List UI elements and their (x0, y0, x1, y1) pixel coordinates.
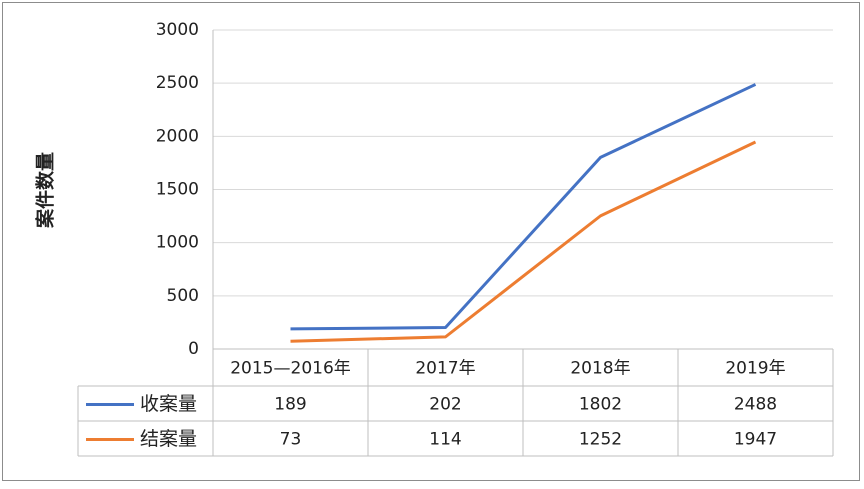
y-tick-label: 3000 (156, 20, 199, 40)
y-tick-label: 0 (188, 339, 199, 359)
table-value: 189 (274, 395, 306, 415)
legend-label: 结案量 (140, 428, 197, 450)
chart-border (2, 2, 860, 481)
x-tick-label: 2015—2016年 (230, 359, 351, 379)
table-value: 1947 (734, 430, 777, 450)
x-tick-label: 2018年 (570, 359, 630, 379)
table-value: 1252 (579, 430, 622, 450)
x-tick-label: 2017年 (415, 359, 475, 379)
y-tick-label: 2500 (156, 73, 199, 93)
table-value: 202 (429, 395, 461, 415)
series-line (290, 140, 757, 343)
x-tick-label: 2019年 (725, 359, 785, 379)
series-line (290, 83, 757, 331)
table-value: 1802 (579, 395, 622, 415)
y-axis-label: 案件数量 (34, 152, 57, 229)
table-value: 73 (280, 430, 302, 450)
table-value: 114 (429, 430, 461, 450)
y-tick-label: 500 (167, 286, 199, 306)
y-tick-label: 1500 (156, 180, 199, 200)
table-value: 2488 (734, 395, 777, 415)
y-tick-label: 2000 (156, 126, 199, 146)
y-tick-label: 1000 (156, 233, 199, 253)
legend-label: 收案量 (140, 393, 197, 415)
